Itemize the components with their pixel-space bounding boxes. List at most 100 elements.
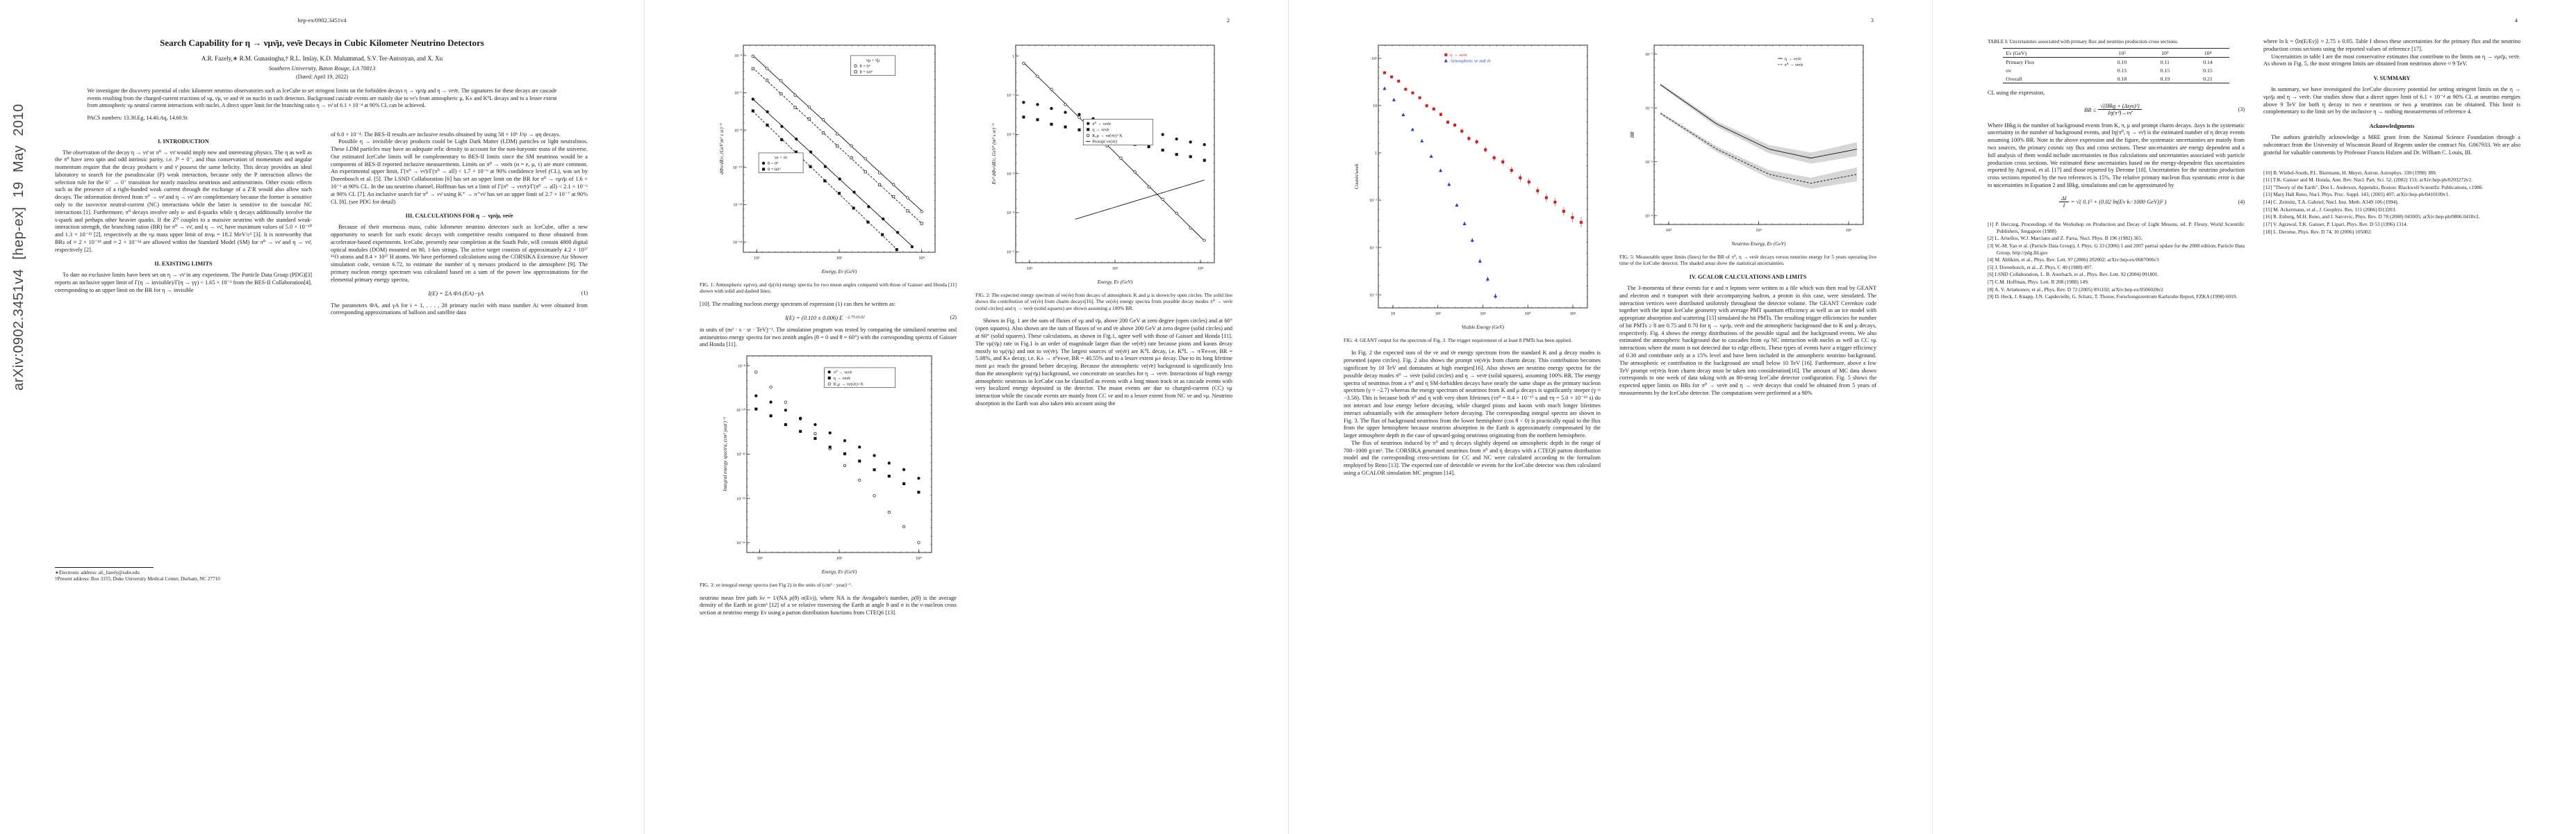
equation-1: I(E) = ΣA ΦA (EA)−γA (1): [331, 290, 588, 297]
reference-item: [16] R. Enberg, M.H. Reno, and I. Sarcev…: [2263, 213, 2480, 220]
page-2: 2 10² 10³ 10⁴ 10⁻¹⁴ 10⁻¹² 10⁻¹⁰ 10⁻⁸ 10⁻⁶ 10⁻⁴ νμ…: [644, 0, 1288, 834]
table-row: Overall 0.18 0.19 0.21: [2003, 74, 2229, 83]
svg-text:η → νeν̄e: η → νeν̄e: [1450, 53, 1467, 58]
svg-text:Energy, Eν (GeV): Energy, Eν (GeV): [1096, 279, 1132, 285]
figure-4: 10 10² 10³ 10⁴ 10⁵ 10⁻³ 10⁻² 10⁻¹ 1 10 10² η → νeν̄…: [1344, 40, 1601, 343]
body-paragraph: in units of (m² · s · sr · TeV)⁻¹. The s…: [700, 326, 957, 348]
svg-text:10²: 10²: [1435, 311, 1441, 316]
svg-text:10⁴: 10⁴: [1197, 266, 1203, 271]
svg-text:θ = 60°: θ = 60°: [859, 70, 873, 75]
svg-text:θ = 0°: θ = 0°: [768, 161, 779, 166]
page-2-content: 10² 10³ 10⁴ 10⁻¹⁴ 10⁻¹² 10⁻¹⁰ 10⁻⁸ 10⁻⁶ 10⁻⁴ νμ +…: [700, 28, 1233, 617]
equation-4-body-wrap: ΔI I = √( 0.1² + (0.02 ln(Eν k ⁄ 1000 Ge…: [1988, 195, 2238, 208]
page-4: 4 TABLE I: Uncertainties associated with…: [1932, 0, 2576, 834]
calculations-paragraph: Because of their enormous mass, cubic ki…: [331, 224, 588, 283]
figure-2-caption: FIG. 2: The expected energy spectrum of …: [975, 292, 1232, 311]
equation-4-number: (4): [2238, 198, 2245, 205]
page-1: hep-ex/0902.3451v4 Search Capability for…: [0, 0, 644, 834]
equation-3-fraction: √(IBkg + (Δsys)²) Iη(π⁰)→νν̄: [2098, 103, 2142, 116]
svg-text:10⁻²: 10⁻²: [1369, 246, 1377, 250]
section-4-heading: IV. GCALOR CALCULATIONS AND LIMITS: [1689, 273, 1807, 280]
reference-item: [8] A. V. Artamonov, et al., Phys. Rev. …: [1988, 286, 2163, 293]
table-cell: Primary Flux: [2006, 58, 2035, 65]
svg-text:10⁻⁸: 10⁻⁸: [734, 129, 741, 133]
reference-item: [13] Mary Hall Reno, Nucl. Phys. Proc. S…: [2263, 191, 2450, 198]
figure-4-plot: 10 10² 10³ 10⁴ 10⁵ 10⁻³ 10⁻² 10⁻¹ 1 10 10² η → νeν̄…: [1344, 40, 1601, 335]
page-3-number: 3: [1870, 17, 1874, 24]
svg-text:νe + ν̄e: νe + ν̄e: [774, 155, 786, 160]
table-cell: 10³: [2143, 48, 2187, 58]
svg-text:10: 10: [1373, 104, 1377, 108]
svg-text:K,μ → νe(ν̄e)+X: K,μ → νe(ν̄e)+X: [1092, 133, 1123, 138]
svg-text:10⁻²: 10⁻²: [1645, 107, 1653, 111]
svg-text:10⁻⁴: 10⁻⁴: [1006, 211, 1014, 215]
svg-text:Integral energy spectra, (cm²: Integral energy spectra, (cm² year)⁻¹: [723, 417, 728, 492]
pacs-line: PACS numbers: 13.30.Eg, 14.40.Aq, 14.60.…: [87, 114, 188, 121]
figure-2-plot: 10² 10³ 10⁴ 10⁻⁵ 10⁻⁴ 10⁻³ 10⁻² 10⁻¹ 1 π⁰ → νeν̄e…: [975, 40, 1232, 290]
figure-1-caption: FIG. 1: Atmospheric νμ(νe), and ν̄μ(ν̄e)…: [700, 281, 957, 295]
reference-item: [4] M. Ablikim, et al., Phys. Rev. Lett.…: [1988, 256, 2159, 263]
svg-text:Neutrino Energy, Eν (GeV): Neutrino Energy, Eν (GeV): [1731, 241, 1787, 247]
body-paragraph: [10]. The resulting nucleon energy spect…: [700, 300, 896, 307]
reference-item: [3] W.-M. Yao et al. (Particle Data Grou…: [1988, 242, 2245, 256]
page-4-right-column: where ln k = ⟨ln(E/Eν)⟩ ≈ 2.75 ± 0.05. T…: [2263, 38, 2520, 301]
acknowledgments-heading: Acknowledgments: [2369, 123, 2415, 130]
acknowledgments-paragraph: The authors gratefully acknowledge a MRE…: [2263, 134, 2520, 156]
equation-2-exponent: −2.71±0.02: [845, 315, 865, 320]
svg-text:10⁻¹²: 10⁻¹²: [733, 204, 742, 208]
table-cell: 0.11: [2160, 58, 2170, 65]
page-3-content: 10 10² 10³ 10⁴ 10⁵ 10⁻³ 10⁻² 10⁻¹ 1 10 10² η → νeν̄…: [1344, 28, 1877, 477]
references-right: [10] B. Wiebel-Sooth, P.L. Biermann, H. …: [2263, 170, 2520, 236]
table-cell: 0.18: [2117, 75, 2127, 82]
equation-2: I(E) = (0.110 ± 0.006) E −2.71±0.02 (2): [700, 314, 957, 321]
svg-text:Visible Energy (GeV): Visible Energy (GeV): [1462, 325, 1505, 330]
table-cell: σν: [2006, 67, 2011, 74]
reference-item: [5] J. Dorenbosch, et al., Z. Phys. C 40…: [1988, 263, 2093, 270]
svg-text:BR: BR: [1630, 131, 1635, 138]
figure-2: 10² 10³ 10⁴ 10⁻⁵ 10⁻⁴ 10⁻³ 10⁻² 10⁻¹ 1 π⁰ → νeν̄e…: [975, 40, 1232, 311]
svg-text:10²: 10²: [754, 256, 759, 261]
figure-3: 10² 10³ 10⁴ 10⁻¹⁶ 10⁻¹⁴ 10⁻¹² 10⁻¹⁰ 10⁻⁸ π⁰ → νe…: [700, 350, 957, 588]
date-line: (Dated: April 19, 2022): [295, 74, 349, 81]
page-2-number: 2: [1226, 17, 1230, 24]
svg-text:10⁻³: 10⁻³: [1007, 172, 1014, 177]
svg-text:10⁴: 10⁴: [916, 556, 922, 561]
uncertainty-table: Eν (GeV) 10² 10³ 10⁴ Primary Flux 0.10 0…: [2003, 48, 2229, 84]
body-paragraph: CL using the expression,: [1988, 90, 2045, 97]
page-4-number: 4: [2514, 17, 2518, 24]
svg-text:π⁰ → νeν̄e: π⁰ → νeν̄e: [1785, 63, 1803, 67]
figure-3-plot: 10² 10³ 10⁴ 10⁻¹⁶ 10⁻¹⁴ 10⁻¹² 10⁻¹⁰ 10⁻⁸ π⁰ → νe…: [700, 350, 957, 580]
page-2-columns: 10² 10³ 10⁴ 10⁻¹⁴ 10⁻¹² 10⁻¹⁰ 10⁻⁸ 10⁻⁶ 10⁻⁴ νμ +…: [700, 38, 1233, 617]
figure-3-caption: FIG. 3: νe integral energy spectra (see …: [700, 582, 852, 589]
reference-item: [9] D. Heck, J. Knapp, J.N. Capdevielle,…: [1988, 293, 2238, 300]
page-2-left-column: 10² 10³ 10⁴ 10⁻¹⁴ 10⁻¹² 10⁻¹⁰ 10⁻⁸ 10⁻⁶ 10⁻⁴ νμ +…: [700, 38, 957, 617]
affiliation: Southern University, Baton Rouge, LA 708…: [268, 65, 376, 72]
equation-2-number: (2): [950, 314, 957, 321]
table-cell: 10⁴: [2186, 48, 2229, 58]
figure-5: 10³ 10⁴ 10⁵ 10⁻⁴ 10⁻³ 10⁻² 10⁻¹ η → νeν̄e π⁰ → ν…: [1619, 40, 1876, 267]
equation-3-lhs: BR ≤: [2084, 106, 2097, 113]
svg-text:θ = 0°: θ = 0°: [859, 64, 870, 69]
table-cell: 10²: [2100, 48, 2144, 58]
summary-paragraph: In summary, we have investigated the Ice…: [2263, 86, 2520, 115]
svg-text:10⁻²: 10⁻²: [1007, 133, 1014, 138]
figure-5-caption: FIG. 5: Measurable upper limits (lines) …: [1619, 254, 1876, 267]
figure-1: 10² 10³ 10⁴ 10⁻¹⁴ 10⁻¹² 10⁻¹⁰ 10⁻⁸ 10⁻⁶ 10⁻⁴ νμ +…: [700, 40, 957, 295]
footnote-rule: [55, 566, 154, 568]
equation-4: ΔI I = √( 0.1² + (0.02 ln(Eν k ⁄ 1000 Ge…: [1988, 195, 2245, 208]
svg-text:θ = 60°: θ = 60°: [768, 167, 781, 172]
svg-text:10³: 10³: [1480, 311, 1485, 316]
page-1-right-column: of 6.0 × 10⁻⁴. The BES-II results are in…: [331, 131, 588, 583]
svg-text:10⁻⁶: 10⁻⁶: [734, 92, 741, 96]
page-1-columns: I. INTRODUCTION The observation of the d…: [55, 131, 589, 583]
svg-text:10²: 10²: [757, 556, 762, 561]
section-1-heading: I. INTRODUCTION: [158, 138, 209, 145]
figure-5-plot: 10³ 10⁴ 10⁵ 10⁻⁴ 10⁻³ 10⁻² 10⁻¹ η → νeν̄e π⁰ → ν…: [1619, 40, 1876, 252]
page-1-content: Search Capability for η → νμν̄μ, νeν̄e D…: [55, 28, 589, 583]
svg-text:dΦν/dEν, (GeV m² s sr)⁻¹: dΦν/dEν, (GeV m² s sr)⁻¹: [719, 123, 725, 174]
intro-paragraph: The observation of the decay η → νν̄ or …: [55, 149, 312, 253]
equation-3: BR ≤ √(IBkg + (Δsys)²) Iη(π⁰)→νν̄ (3): [1988, 103, 2245, 116]
svg-text:10⁻³: 10⁻³: [1645, 161, 1653, 165]
arxiv-stamp: arXiv:0902.3451v4 [hep-ex] 19 May 2010: [11, 104, 26, 391]
reference-item: [10] B. Wiebel-Sooth, P.L. Biermann, H. …: [2263, 169, 2437, 176]
